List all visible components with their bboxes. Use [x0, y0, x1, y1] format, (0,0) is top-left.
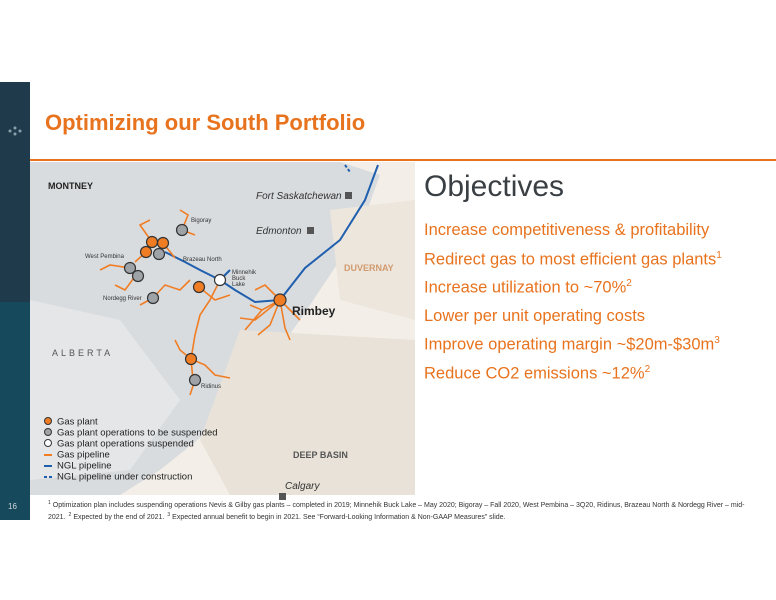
map-label: Ridinus	[201, 384, 221, 390]
map-label: West Pembina	[85, 254, 125, 260]
sidebar-bottom	[0, 302, 30, 520]
footnote-marker: 2	[68, 511, 72, 518]
legend-label: NGL pipeline	[57, 461, 112, 472]
map-label: Minnehik	[232, 270, 257, 276]
objective-item: Reduce CO2 emissions ~12%2	[424, 364, 650, 384]
map-label: DEEP BASIN	[293, 450, 348, 460]
footnote-text: Optimization plan includes suspending op…	[48, 502, 745, 522]
footnote-text: Expected by the end of 2021.	[73, 514, 165, 522]
superscript: 2	[626, 278, 632, 289]
footnote-marker: 3	[167, 511, 171, 518]
objective-item: Increase utilization to ~70%2	[424, 278, 632, 298]
page-number: 16	[8, 502, 17, 511]
legend-label: Gas plant operations suspended	[57, 439, 194, 450]
objective-item: Lower per unit operating costs	[424, 307, 645, 326]
map-label: Nordegg River	[103, 296, 142, 302]
legend-label: Gas plant operations to be suspended	[57, 428, 218, 439]
map-labels: MONTNEY Fort Saskatchewan Edmonton DUVERNAY…	[48, 181, 394, 492]
objective-item: Improve operating margin ~$20m-$30m3	[424, 335, 720, 355]
objective-text: Increase competitiveness & profitability	[424, 221, 710, 239]
footnote-text: Expected annual benefit to begin in 2021…	[172, 514, 506, 522]
legend-label: NGL pipeline under construction	[57, 472, 192, 483]
objective-text: Increase utilization to ~70%	[424, 278, 627, 297]
legend-label: Gas plant	[57, 417, 98, 428]
legend-markers	[44, 417, 52, 478]
logo-icon	[8, 126, 22, 136]
footnote: 1 Optimization plan includes suspending o…	[48, 499, 772, 523]
objective-text: Lower per unit operating costs	[424, 306, 646, 325]
map-label: Buck	[232, 276, 246, 282]
map-label: Fort Saskatchewan	[256, 191, 342, 202]
superscript: 1	[716, 249, 722, 261]
map-label: Edmonton	[256, 226, 302, 237]
legend-label: Gas pipeline	[57, 450, 110, 461]
superscript: 2	[644, 363, 651, 375]
map-label: Brazeau North	[183, 257, 222, 263]
objective-item: Increase competitiveness & profitability	[424, 221, 709, 240]
superscript: 3	[714, 335, 720, 346]
map-label: Calgary	[285, 481, 320, 492]
objective-text: Reduce CO2 emissions ~12%	[424, 364, 645, 382]
objectives-title: Objectives	[424, 170, 565, 203]
map-label: ALBERTA	[52, 348, 113, 358]
map-label: MONTNEY	[48, 181, 93, 191]
objective-text: Redirect gas to most efficient gas plant…	[424, 250, 717, 268]
map	[30, 162, 415, 500]
slide-title: Optimizing our South Portfolio	[45, 110, 366, 135]
objective-text: Improve operating margin ~$20m-$30m	[424, 335, 715, 354]
map-label: Rimbey	[292, 304, 336, 318]
footnote-marker: 1	[48, 500, 51, 506]
map-label: DUVERNAY	[344, 263, 394, 273]
sidebar-top	[0, 82, 30, 302]
map-label: Bigoray	[191, 218, 211, 224]
objective-item: Redirect gas to most efficient gas plant…	[424, 250, 722, 270]
map-label: Lake	[232, 282, 246, 288]
